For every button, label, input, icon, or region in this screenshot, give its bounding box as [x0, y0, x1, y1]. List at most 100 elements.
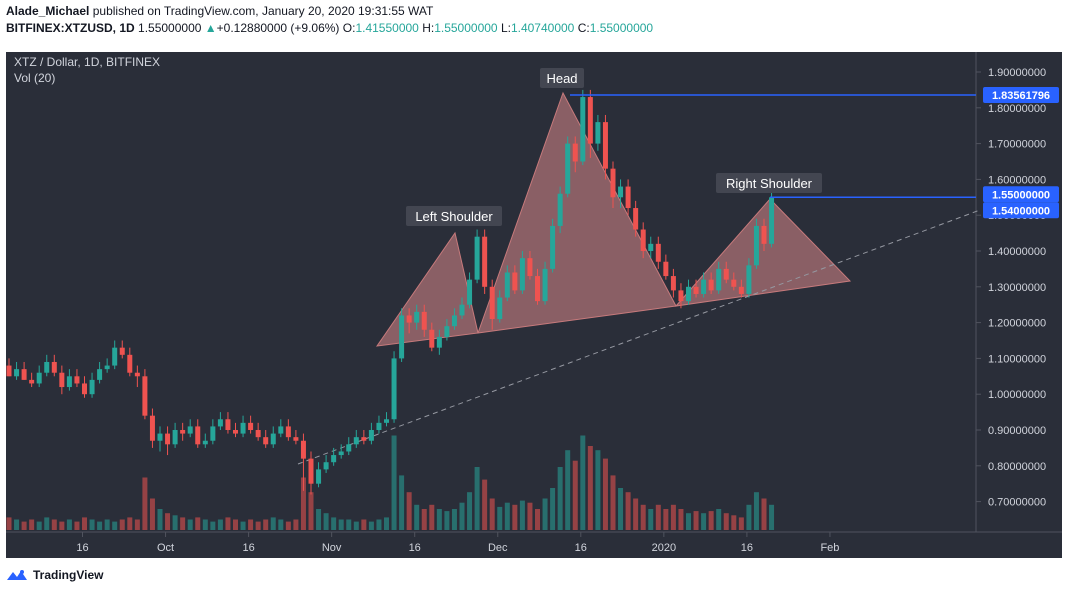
volume-bar: [97, 521, 103, 530]
candle: [308, 451, 314, 495]
volume-bar: [595, 450, 601, 530]
candle: [633, 200, 639, 237]
volume-bar: [195, 517, 201, 530]
volume-bar: [127, 517, 133, 530]
candle: [142, 369, 148, 420]
volume-bar: [429, 504, 435, 530]
price-tick-label: 1.80000000: [988, 103, 1046, 115]
candle: [127, 347, 133, 377]
candle: [716, 261, 722, 294]
time-tick-label: Oct: [157, 542, 174, 554]
time-tick-label: 16: [741, 542, 753, 554]
candle: [233, 422, 238, 438]
volume-bar: [618, 488, 624, 530]
volume-bars: [6, 435, 775, 530]
candle: [414, 304, 420, 330]
svg-text:1.83561796: 1.83561796: [992, 90, 1050, 102]
candle: [278, 419, 284, 438]
candle: [708, 272, 714, 294]
volume-bar: [6, 517, 12, 530]
volume-bar: [368, 521, 374, 530]
candle: [769, 190, 775, 248]
candle: [368, 422, 374, 445]
close-value: 1.55000000: [138, 21, 202, 35]
volume-bar: [202, 519, 208, 530]
candle: [82, 376, 87, 398]
candle: [195, 419, 201, 448]
volume-bar: [542, 498, 548, 530]
volume-bar: [557, 467, 563, 530]
candle: [119, 340, 125, 359]
volume-bar: [436, 509, 442, 530]
volume-bar: [331, 517, 337, 530]
volume-bar: [459, 502, 465, 530]
price-tick-label: 1.70000000: [988, 139, 1046, 151]
candle: [210, 419, 216, 445]
volume-bar: [165, 513, 171, 530]
candle: [240, 415, 246, 438]
candle: [678, 283, 684, 309]
volume-bar: [316, 509, 322, 530]
close-ohlc-value: 1.55000000: [589, 21, 654, 35]
candle: [300, 433, 306, 491]
candle: [59, 365, 65, 395]
volume-bar: [451, 509, 457, 530]
price-tick-label: 1.30000000: [988, 282, 1046, 294]
volume-bar: [648, 509, 654, 530]
volume-bar: [663, 509, 669, 530]
author-name[interactable]: Alade_Michael: [6, 4, 90, 18]
volume-bar: [233, 519, 238, 530]
time-tick-label: 16: [575, 542, 587, 554]
volume-bar: [414, 504, 420, 530]
candle: [51, 354, 57, 377]
candle: [391, 351, 397, 423]
candle: [451, 308, 457, 330]
candle: [701, 272, 707, 298]
volume-bar: [565, 450, 571, 530]
candle: [753, 218, 759, 269]
candle: [406, 308, 412, 334]
left-shoulder-annotation[interactable]: Left Shoulder: [406, 206, 502, 226]
candle: [527, 251, 533, 280]
right-shoulder-annotation[interactable]: Right Shoulder: [716, 173, 822, 193]
candle: [557, 186, 563, 234]
candle: [746, 258, 752, 298]
volume-bar: [240, 521, 246, 530]
volume-bar: [149, 498, 155, 530]
price-tick-label: 1.40000000: [988, 246, 1046, 258]
candle: [89, 372, 95, 398]
volume-bar: [66, 519, 72, 530]
volume-bar: [361, 519, 367, 530]
candle: [384, 412, 389, 427]
volume-bar: [723, 513, 729, 530]
volume-bar: [738, 517, 744, 530]
candle: [270, 426, 276, 448]
candle: [21, 361, 27, 380]
volume-bar: [421, 509, 427, 530]
candle: [248, 415, 254, 434]
candle: [663, 254, 669, 280]
price-tick-label: 1.10000000: [988, 353, 1046, 365]
candle: [761, 218, 767, 251]
time-tick-label: Nov: [322, 542, 342, 554]
volume-bar: [678, 509, 684, 530]
candle: [285, 419, 291, 441]
candle: [263, 430, 269, 448]
candle: [29, 372, 35, 388]
volume-bar: [14, 519, 20, 530]
legend-pair: XTZ / Dollar, 1D, BITFINEX: [14, 55, 160, 69]
head-annotation[interactable]: Head: [540, 68, 584, 88]
volume-bar: [527, 502, 533, 530]
volume-bar: [625, 492, 631, 530]
time-tick-label: 16: [76, 542, 88, 554]
candle: [519, 251, 525, 294]
volume-bar: [353, 521, 359, 530]
footer-brand[interactable]: TradingView: [6, 568, 103, 582]
candle: [436, 329, 442, 355]
candle: [542, 261, 548, 305]
trendline[interactable]: [297, 209, 981, 465]
volume-bar: [29, 519, 35, 530]
volume-bar: [225, 517, 231, 530]
candle: [172, 422, 178, 448]
